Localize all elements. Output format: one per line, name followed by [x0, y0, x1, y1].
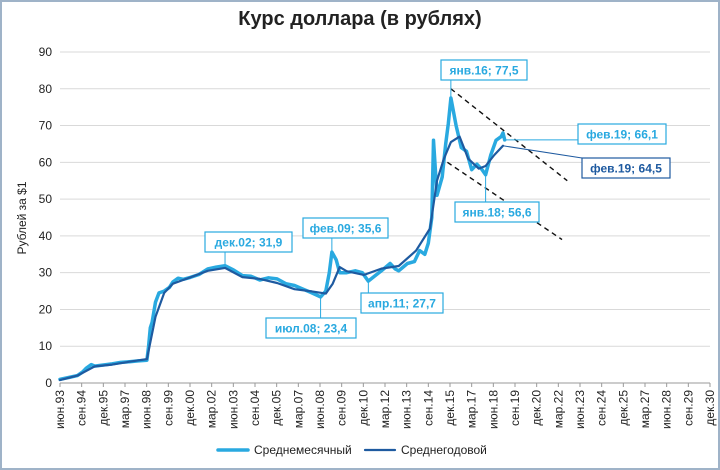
y-tick-label: 50: [39, 192, 53, 206]
annotation-box: [265, 317, 357, 339]
trendline: [446, 161, 563, 241]
x-tick-labels: июн.93 сен.94 дек.95 мар.97 июн.98 сен.99 дек.…: [53, 383, 717, 429]
annotation-box: [360, 292, 444, 314]
x-tick-label: мар.07: [291, 390, 305, 429]
x-tick-label: дек.10: [356, 390, 370, 426]
series-line-yearly: [58, 135, 505, 382]
trendlines: [446, 88, 568, 241]
x-tick-label: дек.20: [530, 390, 544, 426]
x-tick-label: июн.13: [400, 390, 414, 429]
x-tick-label: мар.17: [465, 390, 479, 429]
x-tick-label: сен.94: [75, 390, 89, 426]
annotation-box: [440, 59, 528, 81]
annotation-box: [204, 231, 293, 253]
x-tick-label: июн.08: [313, 390, 327, 429]
annotation-label: янв.16; 77,5: [450, 64, 519, 78]
x-tick-label: дек.15: [443, 390, 457, 426]
annotation-box: [302, 217, 389, 239]
x-tick-label: июн.03: [226, 390, 240, 429]
x-tick-label: мар.22: [551, 390, 565, 429]
x-tick-label: сен.99: [161, 390, 175, 426]
annotations: янв.16; 77,5 дек.02; 31,9 фев.09; 35,6 июл.…: [204, 59, 671, 339]
x-tick-label: июн.18: [486, 390, 500, 429]
x-tick-label: дек.25: [616, 390, 630, 426]
x-tick-label: дек.00: [183, 390, 197, 426]
x-tick-label: сен.04: [248, 390, 262, 426]
x-tick-label: мар.27: [638, 390, 652, 429]
legend-label-monthly: Среднемесячный: [254, 443, 352, 457]
x-tick-label: сен.19: [508, 390, 522, 426]
y-tick-label: 60: [39, 155, 53, 169]
legend: Среднемесячный Среднегодовой: [216, 443, 487, 457]
x-tick-label: сен.24: [595, 390, 609, 426]
y-tick-label: 20: [39, 302, 53, 316]
x-tick-label: июн.98: [140, 390, 154, 429]
y-tick-labels: 0 10 20 30 40 50 60 70 80 90: [39, 45, 53, 390]
x-tick-label: мар.02: [205, 390, 219, 429]
y-tick-label: 30: [39, 266, 53, 280]
x-tick-label: июн.23: [573, 390, 587, 429]
y-axis-label: Рублей за $1: [15, 181, 29, 254]
x-tick-label: июн.93: [53, 390, 67, 429]
x-tick-label: дек.95: [96, 390, 110, 426]
series-lines: [58, 96, 507, 382]
annotation-pointer: [502, 145, 583, 159]
chart-title: Курс доллара (в рублях): [238, 8, 482, 30]
y-tick-label: 70: [39, 119, 53, 133]
y-tick-label: 10: [39, 339, 53, 353]
y-tick-label: 0: [45, 376, 52, 390]
x-tick-label: июн.28: [660, 390, 674, 429]
annotation-label: фев.19; 66,1: [586, 128, 658, 142]
annotation-label: апр.11; 27,7: [368, 297, 436, 311]
annotation-label: дек.02; 31,9: [215, 236, 283, 250]
x-tick-label: дек.05: [270, 390, 284, 426]
x-tick-label: мар.97: [118, 390, 132, 429]
x-tick-label: мар.12: [378, 390, 392, 429]
annotation-label: фев.09; 35,6: [310, 222, 382, 236]
annotation-label: фев.19; 64,5: [590, 162, 662, 176]
x-tick-label: сен.29: [681, 390, 695, 426]
x-tick-label: сен.14: [421, 390, 435, 426]
y-tick-label: 40: [39, 229, 53, 243]
x-tick-label: сен.09: [335, 390, 349, 426]
annotation-box: [577, 123, 667, 145]
legend-label-yearly: Среднегодовой: [401, 443, 487, 457]
annotation-box: [454, 201, 540, 223]
annotation-label: янв.18; 56,6: [463, 206, 532, 220]
y-tick-label: 80: [39, 82, 53, 96]
trendline: [450, 88, 568, 182]
annotation-label: июл.08; 23,4: [275, 322, 348, 336]
annotation-box: [581, 157, 671, 179]
x-tick-label: дек.30: [703, 390, 717, 426]
y-tick-label: 90: [39, 45, 53, 59]
